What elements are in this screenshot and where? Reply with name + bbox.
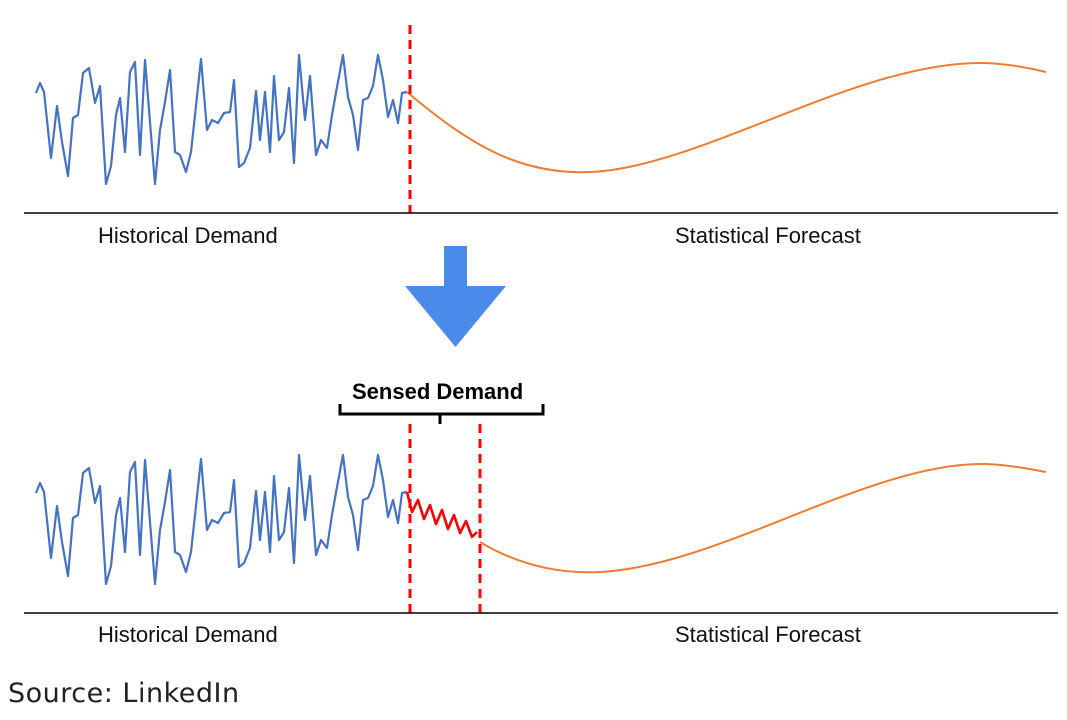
sensed-demand-label: Sensed Demand — [352, 379, 523, 404]
top-statistical-forecast-curve — [406, 61, 1047, 174]
bottom-statistical-forecast-curve — [479, 462, 1047, 574]
down-arrow-icon — [405, 246, 506, 347]
bottom-forecast-label: Statistical Forecast — [675, 622, 861, 647]
top-historical-label: Historical Demand — [98, 223, 278, 248]
sensed-demand-bracket — [338, 404, 545, 424]
source-caption: Source: LinkedIn — [8, 678, 240, 709]
top-historical-demand-line — [34, 53, 408, 186]
bottom-historical-label: Historical Demand — [98, 622, 278, 647]
bottom-historical-demand-line — [34, 453, 408, 586]
sensed-demand-line — [405, 491, 478, 539]
top-forecast-label: Statistical Forecast — [675, 223, 861, 248]
bottom-panel: Sensed Demand Historical Demand Statisti… — [24, 379, 1058, 647]
top-panel: Historical Demand Statistical Forecast — [24, 25, 1058, 248]
